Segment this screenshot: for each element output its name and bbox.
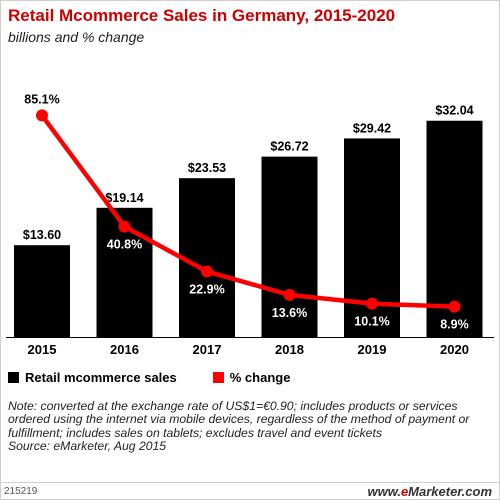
change-point-2017 — [201, 265, 213, 278]
bar-value-label-2017: $23.53 — [188, 161, 226, 175]
emarketer-logo: www.eMarketer.com — [367, 484, 492, 499]
change-point-2018 — [283, 288, 296, 301]
chart-title: Retail Mcommerce Sales in Germany, 2015-… — [8, 6, 396, 25]
chart-subtitle: billions and % change — [8, 29, 145, 45]
bar-value-label-2019: $29.42 — [353, 121, 391, 135]
change-point-2020 — [448, 300, 461, 313]
change-value-label-2018: 13.6% — [272, 306, 307, 320]
legend-label-change: % change — [229, 370, 291, 385]
x-tick-label-2019: 2019 — [358, 342, 387, 357]
chart-legend: Retail mcommerce sales % change — [8, 370, 326, 385]
change-point-2016 — [118, 220, 131, 233]
note-text: Note: converted at the exchange rate of … — [8, 399, 470, 440]
x-tick-label-2016: 2016 — [110, 342, 139, 357]
change-point-2015 — [36, 109, 48, 122]
legend-item-sales: Retail mcommerce sales — [8, 370, 177, 385]
footer: 215219 www.eMarketer.com — [0, 482, 500, 501]
x-tick-label-2017: 2017 — [193, 342, 222, 357]
change-value-label-2020: 8.9% — [440, 318, 469, 332]
x-tick-label-2020: 2020 — [440, 342, 469, 357]
bar-value-label-2020: $32.04 — [435, 104, 473, 118]
change-line — [39, 113, 457, 309]
chart-id: 215219 — [4, 486, 38, 497]
legend-item-change: % change — [212, 370, 291, 385]
change-point-2019 — [366, 297, 378, 310]
source-text: Source: eMarketer, Aug 2015 — [8, 439, 167, 454]
change-value-label-2015: 85.1% — [24, 92, 59, 106]
x-tick-label-2015: 2015 — [28, 342, 57, 357]
change-value-label-2017: 22.9% — [189, 283, 224, 297]
bar-value-label-2016: $19.14 — [105, 191, 143, 205]
bar-value-label-2018: $26.72 — [270, 140, 308, 154]
bar-value-label-2015: $13.60 — [23, 228, 61, 242]
change-value-label-2019: 10.1% — [354, 315, 389, 329]
chart-note: Note: converted at the exchange rate of … — [8, 399, 494, 454]
legend-label-sales: Retail mcommerce sales — [25, 370, 177, 385]
legend-swatch-sales — [8, 372, 19, 383]
bar-2018 — [261, 156, 318, 337]
bar-2015 — [14, 245, 70, 337]
x-tick-label-2018: 2018 — [275, 342, 304, 357]
chart-plot: $13.60 $19.14 $23.53 $26.72 $29.42 $32.04 2015… — [6, 92, 494, 357]
legend-swatch-change — [212, 372, 224, 383]
bar-2017 — [179, 178, 235, 337]
change-value-label-2016: 40.8% — [107, 238, 142, 252]
